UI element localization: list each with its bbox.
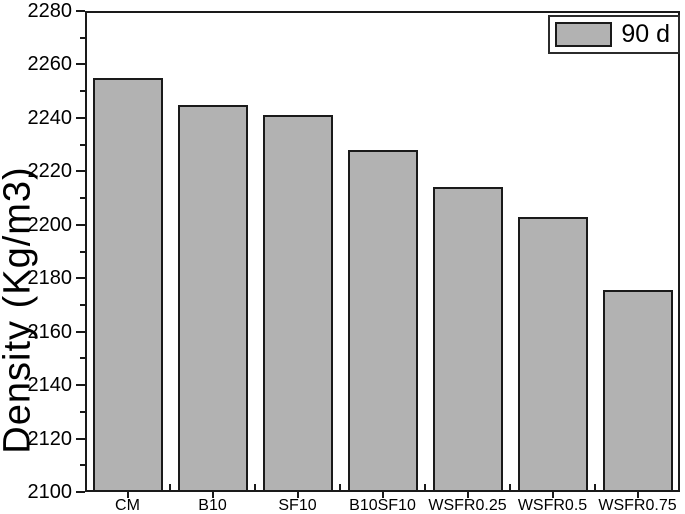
x-tick-label: B10SF10 (349, 497, 416, 514)
y-major-tick (76, 10, 85, 12)
bar-WSFR0.25 (432, 187, 503, 492)
x-minor-tick (254, 484, 256, 490)
bar-CM (92, 77, 163, 492)
y-major-tick (76, 277, 85, 280)
x-tick-label: B10 (198, 497, 227, 514)
y-tick-label: 2220 (27, 160, 73, 183)
x-tick-label: WSFR0.75 (598, 497, 677, 514)
y-major-tick (76, 116, 85, 119)
y-minor-tick (80, 410, 85, 413)
x-major-tick (381, 492, 384, 498)
bar-B10SF10 (347, 149, 418, 492)
y-minor-tick (80, 357, 85, 360)
x-minor-tick (509, 484, 511, 490)
bar-WSFR0.75 (602, 290, 673, 492)
y-axis-title: Density (Kg/m3) (0, 166, 39, 454)
y-major-tick (76, 63, 85, 66)
x-major-tick (126, 492, 129, 498)
y-major-tick (76, 491, 85, 493)
x-major-tick (551, 492, 554, 498)
y-minor-tick (80, 250, 85, 253)
x-major-tick (296, 492, 299, 498)
y-minor-tick (80, 90, 85, 93)
y-minor-tick (80, 36, 85, 39)
y-minor-tick (80, 464, 85, 467)
y-tick-label: 2240 (27, 106, 73, 129)
y-tick-label: 2120 (27, 427, 73, 450)
y-major-tick (76, 330, 85, 333)
y-major-tick (76, 170, 85, 173)
legend-label: 90 d (621, 20, 670, 48)
y-major-tick (76, 437, 85, 440)
y-major-tick (76, 223, 85, 226)
x-minor-tick (339, 484, 341, 490)
x-tick-label: WSFR0.25 (428, 497, 507, 514)
bar-WSFR0.5 (517, 216, 588, 492)
y-tick-label: 2140 (27, 374, 73, 397)
x-tick-label: CM (115, 497, 140, 514)
y-tick-label: 2260 (27, 53, 73, 76)
bar-B10 (177, 104, 248, 492)
y-minor-tick (80, 303, 85, 306)
legend-swatch (555, 22, 613, 47)
x-minor-tick (169, 484, 171, 490)
y-minor-tick (80, 143, 85, 146)
y-major-tick (76, 384, 85, 387)
x-minor-tick (594, 484, 596, 490)
plot-area (85, 11, 680, 492)
y-tick-label: 2160 (27, 320, 73, 343)
x-major-tick (211, 492, 214, 498)
y-tick-label: 2100 (27, 481, 73, 503)
x-tick-label: SF10 (278, 497, 317, 514)
x-minor-tick (424, 484, 426, 490)
x-major-tick (636, 492, 639, 498)
y-minor-tick (80, 197, 85, 200)
bar-SF10 (262, 115, 333, 492)
x-tick-label: WSFR0.5 (517, 497, 588, 514)
y-tick-label: 2280 (27, 0, 73, 22)
y-tick-label: 2180 (27, 267, 73, 290)
y-tick-label: 2200 (27, 213, 73, 236)
x-major-tick (466, 492, 469, 498)
legend: 90 d (548, 15, 680, 54)
